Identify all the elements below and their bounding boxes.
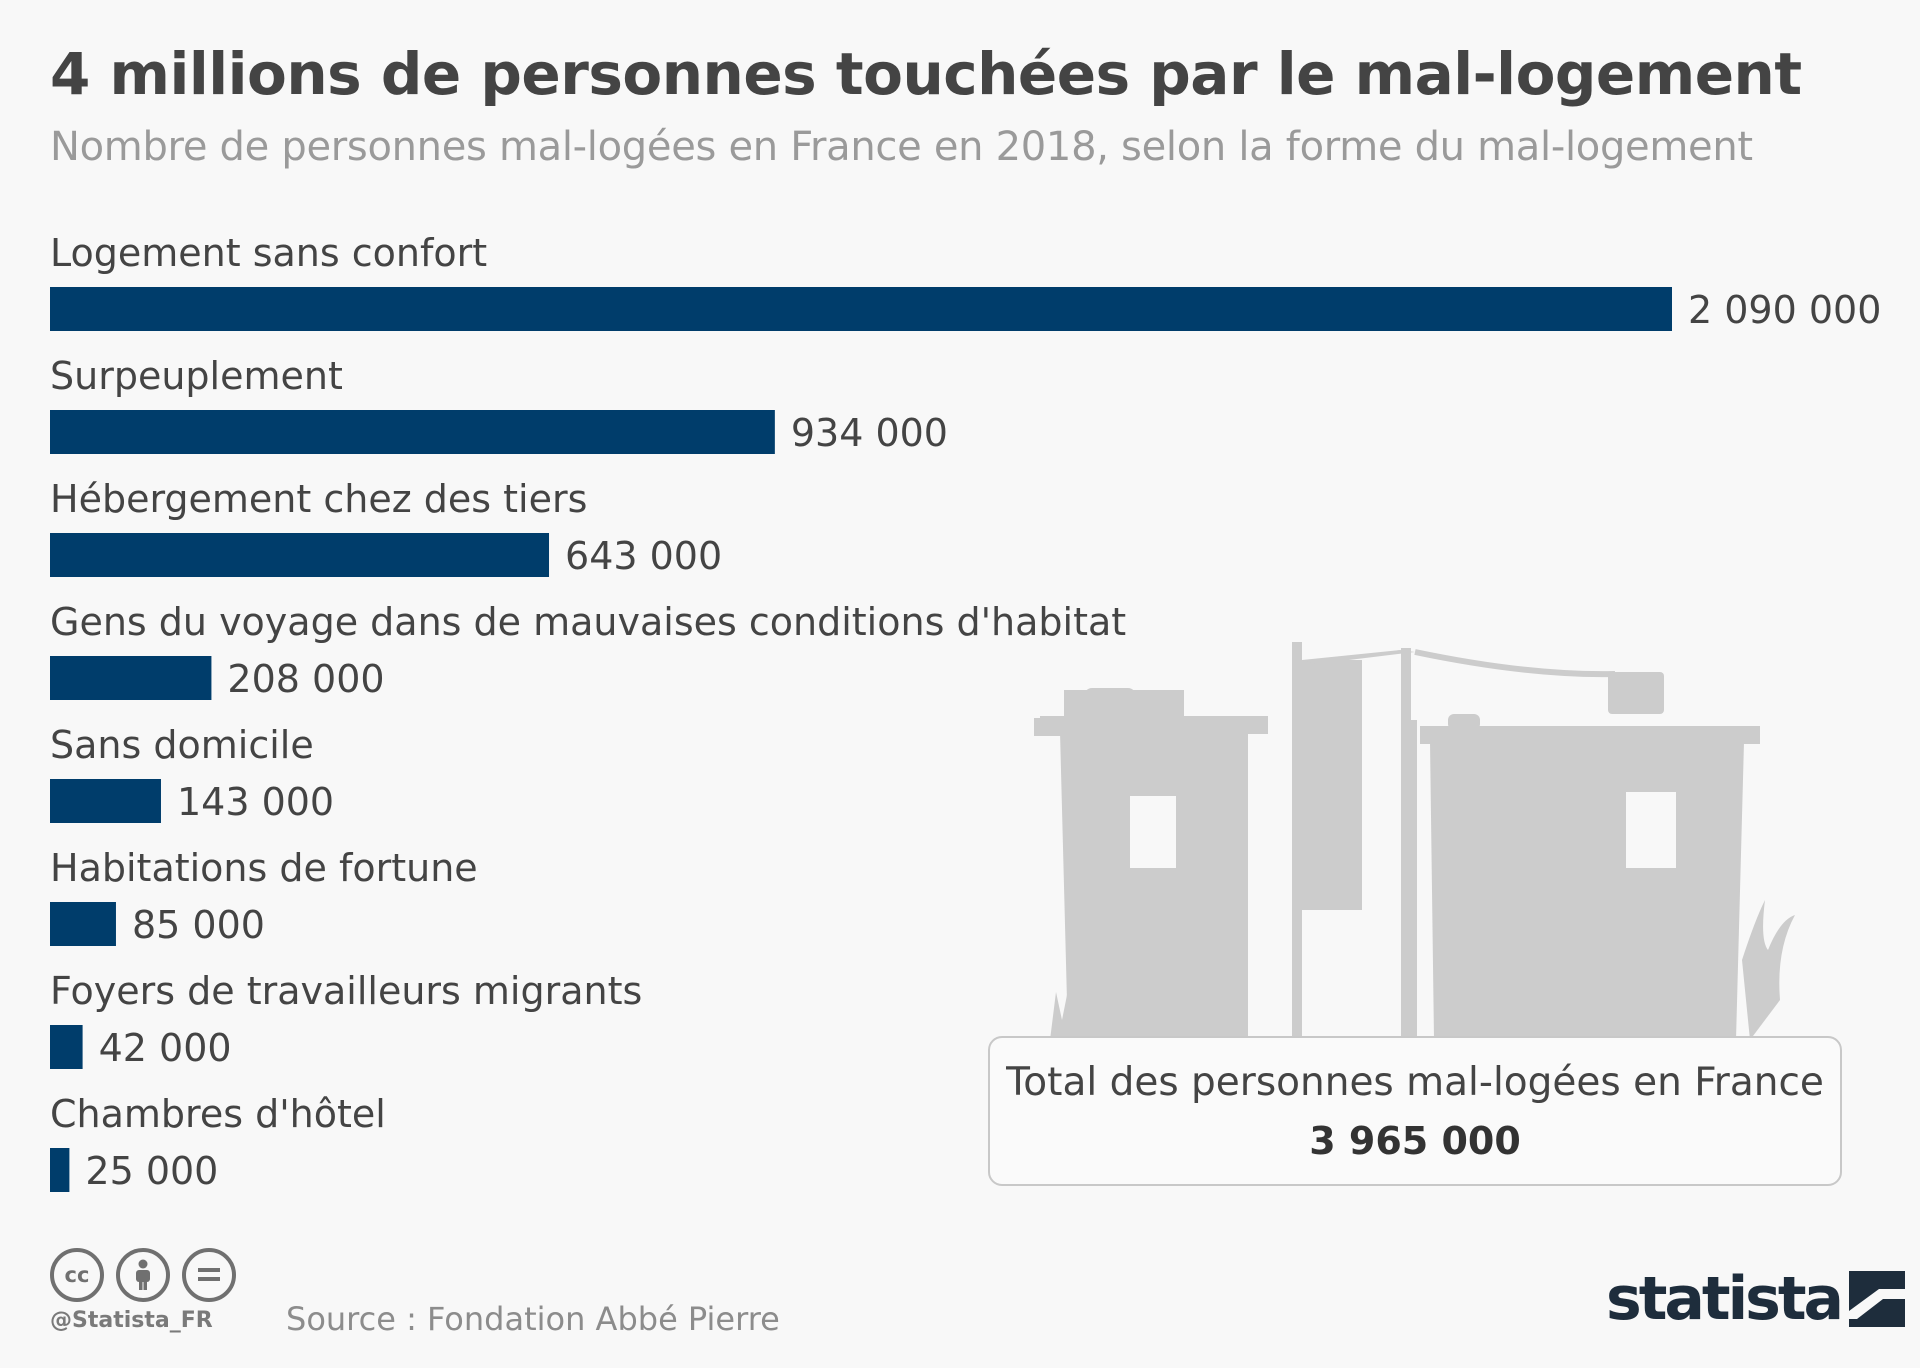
bar[interactable] bbox=[50, 656, 212, 700]
source-note: Source : Fondation Abbé Pierre bbox=[286, 1300, 780, 1338]
category-label: Gens du voyage dans de mauvaises conditi… bbox=[50, 600, 1126, 644]
statista-logo[interactable]: statista bbox=[1606, 1264, 1906, 1334]
category-label: Surpeuplement bbox=[50, 354, 343, 398]
total-box: Total des personnes mal-logées en France… bbox=[988, 1036, 1842, 1186]
value-label: 643 000 bbox=[565, 534, 722, 578]
category-label: Chambres d'hôtel bbox=[50, 1092, 386, 1136]
nd-equals-icon[interactable] bbox=[182, 1248, 236, 1302]
value-label: 25 000 bbox=[85, 1149, 218, 1193]
total-label: Total des personnes mal-logées en France bbox=[1006, 1060, 1824, 1105]
bar-chart: Logement sans confort 2 090 000 Surpeuplem… bbox=[50, 231, 1881, 1193]
shanty-house-illustration bbox=[1034, 642, 1795, 1040]
chart-title: 4 millions de personnes touchées par le … bbox=[50, 40, 1802, 108]
bar[interactable] bbox=[50, 779, 161, 823]
category-label: Logement sans confort bbox=[50, 231, 487, 275]
total-value: 3 965 000 bbox=[1309, 1119, 1521, 1163]
by-person-icon[interactable] bbox=[116, 1248, 170, 1302]
bar[interactable] bbox=[50, 410, 775, 454]
category-label: Habitations de fortune bbox=[50, 846, 478, 890]
value-label: 208 000 bbox=[227, 657, 384, 701]
bar[interactable] bbox=[50, 1148, 70, 1192]
social-handle[interactable]: @Statista_FR bbox=[50, 1308, 213, 1333]
value-label: 143 000 bbox=[177, 780, 334, 824]
bar[interactable] bbox=[50, 287, 1672, 331]
brand-name: statista bbox=[1606, 1264, 1844, 1334]
statista-mark-icon bbox=[1849, 1271, 1906, 1327]
bar[interactable] bbox=[50, 902, 116, 946]
bar[interactable] bbox=[50, 1025, 83, 1069]
value-label: 934 000 bbox=[791, 411, 948, 455]
category-label: Sans domicile bbox=[50, 723, 314, 767]
category-label: Hébergement chez des tiers bbox=[50, 477, 587, 521]
license-icons: cc bbox=[50, 1248, 236, 1302]
chart-subtitle: Nombre de personnes mal-logées en France… bbox=[50, 124, 1753, 170]
value-label: 85 000 bbox=[132, 903, 265, 947]
value-label: 42 000 bbox=[99, 1026, 232, 1070]
value-label: 2 090 000 bbox=[1688, 288, 1881, 332]
cc-icon[interactable]: cc bbox=[50, 1248, 104, 1302]
category-label: Foyers de travailleurs migrants bbox=[50, 969, 642, 1013]
bar[interactable] bbox=[50, 533, 550, 577]
